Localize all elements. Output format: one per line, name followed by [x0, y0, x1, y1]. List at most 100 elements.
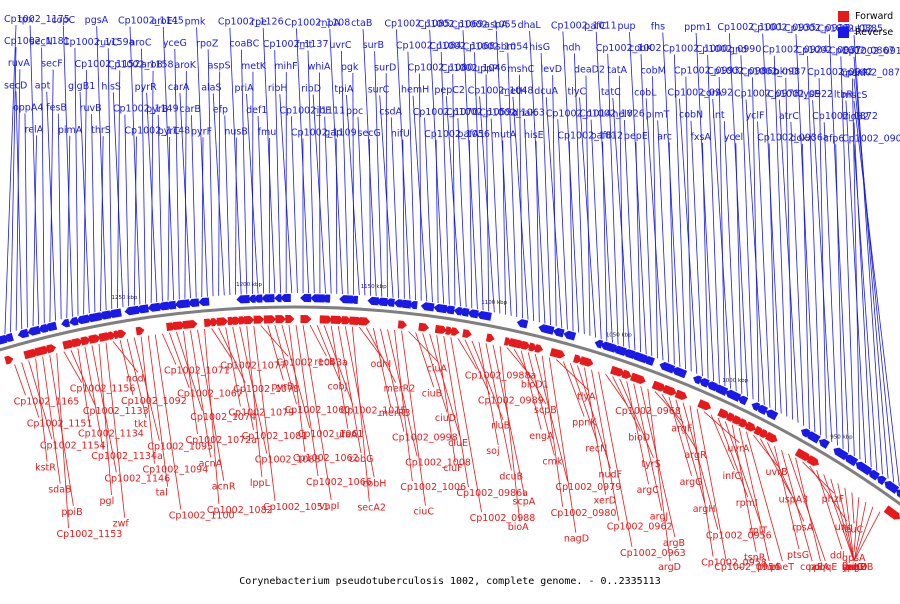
reverse-gene-label: ruvB — [80, 103, 102, 114]
reverse-gene-label: mutA — [491, 130, 517, 141]
tick-label: 950 kbp — [830, 434, 853, 440]
forward-gene-arrow — [244, 316, 254, 324]
forward-gene-label: ptsG — [787, 550, 809, 561]
reverse-gene-label: corA — [701, 88, 723, 99]
reverse-leader-line — [458, 118, 466, 307]
forward-gene-label: Cp1002_1153 — [57, 529, 123, 540]
reverse-gene-label: rpe — [251, 17, 267, 28]
forward-gene-label: Cp1002_0979 — [556, 482, 622, 493]
forward-gene-label: cobJ — [328, 381, 348, 392]
reverse-gene-label: arc — [657, 131, 672, 142]
reverse-gene-label: aroC — [130, 38, 152, 49]
forward-gene-label: polA — [808, 562, 829, 573]
tick-label: 1250 kbp — [111, 295, 137, 301]
forward-gene-arrow — [320, 315, 333, 323]
reverse-leader-line — [113, 92, 123, 307]
reverse-gene-arrow — [236, 295, 249, 303]
reverse-gene-label: rnpA — [318, 18, 341, 29]
reverse-gene-arrow — [517, 319, 528, 328]
reverse-gene-label: uppP — [474, 63, 498, 74]
reverse-gene-label: surB — [363, 40, 384, 51]
forward-gene-label: lppL — [250, 478, 271, 489]
tick-label: 1100 kbp — [481, 300, 507, 306]
reverse-gene-label: mshC — [507, 64, 534, 75]
reverse-gene-label: carA — [168, 82, 190, 93]
forward-gene-arrow — [621, 370, 631, 379]
forward-leader-line — [162, 334, 176, 365]
forward-gene-arrow — [550, 348, 565, 359]
forward-gene-arrow — [630, 373, 646, 384]
forward-gene-arrow — [88, 334, 100, 343]
forward-gene-label: kstR — [35, 463, 56, 474]
reverse-gene-label: gnd — [729, 44, 747, 55]
reverse-gene-label: nifU — [391, 128, 410, 139]
reverse-gene-label: fhs — [651, 21, 665, 32]
reverse-gene-label: nusB — [224, 127, 248, 138]
forward-gene-label: Cp1002_0962 — [607, 522, 673, 533]
reverse-gene-label: tpx — [18, 14, 34, 25]
reverse-gene-label: csdA — [379, 106, 402, 117]
forward-gene-arrow — [697, 399, 711, 410]
reverse-gene-label: secD — [4, 80, 27, 91]
forward-gene-arrow — [884, 505, 900, 519]
reverse-leader-line — [774, 56, 787, 417]
forward-gene-label: bioA — [508, 522, 529, 533]
forward-leader-line — [711, 415, 734, 470]
reverse-leader-line — [325, 117, 331, 294]
forward-leader-line — [563, 361, 584, 416]
reverse-gene-label: priA — [235, 83, 255, 94]
reverse-gene-label: gap — [324, 128, 342, 139]
reverse-gene-arrow — [18, 329, 29, 338]
reverse-gene-arrow — [261, 294, 274, 302]
forward-leader-line — [599, 372, 632, 547]
forward-leader-line — [570, 363, 597, 442]
forward-gene-arrow — [300, 315, 311, 323]
reverse-gene-label: ribD — [301, 84, 321, 95]
forward-gene-arrow — [4, 356, 13, 365]
forward-gene-arrow — [486, 333, 495, 342]
forward-gene-label: tal — [156, 488, 168, 499]
reverse-leader-line — [391, 117, 398, 298]
reverse-gene-arrow — [601, 342, 617, 353]
forward-gene-arrow — [46, 344, 56, 353]
forward-gene-arrow — [217, 317, 229, 325]
forward-gene-label: ufaA — [336, 430, 358, 441]
reverse-leader-line — [191, 115, 196, 297]
forward-leader-line — [310, 325, 326, 356]
reverse-leader-line — [813, 100, 832, 442]
forward-gene-arrow — [285, 315, 294, 323]
reverse-gene-label: oppA4 — [13, 102, 43, 113]
reverse-gene-arrow — [538, 324, 554, 335]
reverse-gene-label: apt — [35, 81, 51, 92]
reverse-gene-arrow — [564, 331, 577, 341]
reverse-leader-line — [25, 113, 27, 327]
tick-label: 1200 kbp — [236, 282, 262, 288]
reverse-gene-arrow — [659, 362, 675, 373]
forward-leader-line — [803, 462, 834, 493]
forward-gene-arrow — [183, 320, 198, 329]
reverse-gene-label: carB — [179, 104, 200, 115]
reverse-gene-label: surC — [368, 84, 390, 95]
forward-gene-label: rsmD — [842, 562, 867, 573]
reverse-gene-label: tlyC — [568, 87, 587, 98]
forward-leader-line — [261, 326, 288, 357]
reverse-gene-label: hisG — [529, 42, 550, 53]
reverse-gene-label: tpiA — [334, 84, 353, 95]
forward-gene-label: scpA — [513, 497, 536, 508]
reverse-gene-arrow — [806, 431, 821, 443]
reverse-gene-arrow — [766, 409, 779, 420]
reverse-gene-label: yclF — [746, 110, 765, 121]
forward-gene-label: uspA3 — [779, 495, 809, 506]
forward-gene-arrow — [254, 316, 265, 324]
forward-leader-line — [662, 394, 697, 449]
reverse-gene-label: rpoZ — [196, 38, 219, 49]
forward-gene-label: cobH — [362, 478, 386, 489]
forward-gene-label: cmk — [542, 456, 562, 467]
forward-gene-arrow — [535, 344, 544, 353]
reverse-gene-label: alaS — [201, 83, 221, 94]
reverse-gene-label: pimA — [58, 125, 83, 136]
reverse-leader-line — [58, 114, 61, 320]
forward-gene-label: merR2 — [384, 384, 416, 395]
reverse-gene-label: glgB1 — [68, 81, 95, 92]
